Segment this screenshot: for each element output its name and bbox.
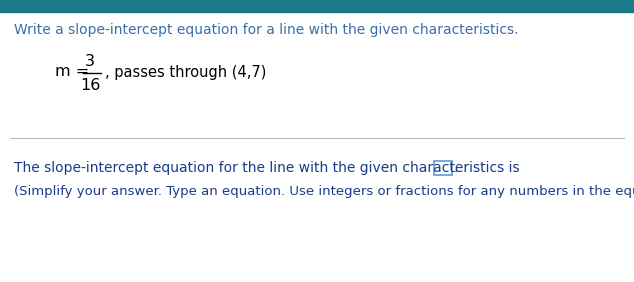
Text: The slope-intercept equation for the line with the given characteristics is: The slope-intercept equation for the lin… <box>14 161 520 175</box>
Text: 3: 3 <box>85 54 95 69</box>
Bar <box>434 161 452 175</box>
Text: m =: m = <box>55 65 89 80</box>
Bar <box>0 0 634 12</box>
Text: (Simplify your answer. Type an equation. Use integers or fractions for any numbe: (Simplify your answer. Type an equation.… <box>14 186 634 199</box>
Text: , passes through (4,7): , passes through (4,7) <box>105 65 266 80</box>
Text: .: . <box>453 161 458 175</box>
Text: Write a slope-intercept equation for a line with the given characteristics.: Write a slope-intercept equation for a l… <box>14 23 519 37</box>
Text: 16: 16 <box>80 78 100 92</box>
